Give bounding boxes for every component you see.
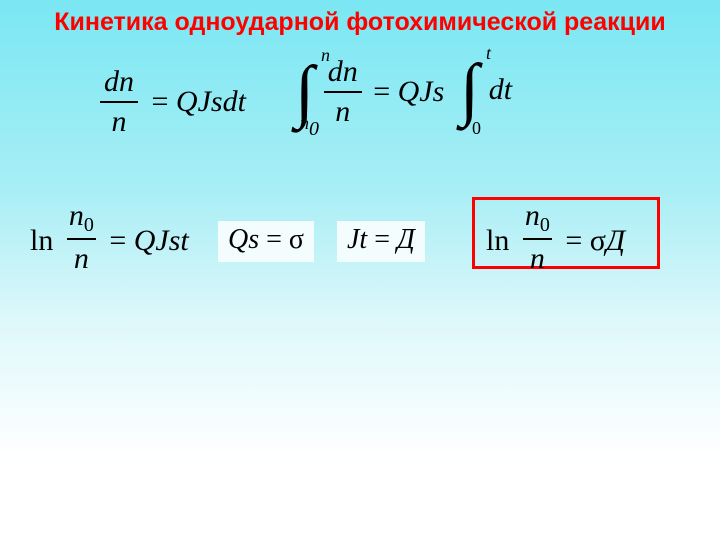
equals-sign: = (152, 85, 169, 118)
eq-final-result: ln n0 n = σД (486, 205, 625, 276)
rhs-QJs: QJs (398, 75, 445, 108)
fraction-numerator: dn (100, 65, 138, 99)
sigma-symbol: σ (590, 224, 606, 257)
qs-text: Qs (228, 224, 259, 255)
int-lower-0: 0 (472, 118, 481, 138)
fraction-dn-over-n: dn n (100, 65, 138, 139)
ln-symbol: ln (486, 224, 509, 258)
integral-upper-limit: n (321, 45, 330, 66)
fraction-bar (324, 91, 362, 93)
rhs-QJst: QJst (134, 224, 189, 257)
ln-symbol: ln (30, 224, 53, 258)
num-sub0: 0 (84, 214, 94, 236)
num-sub0: 0 (540, 214, 550, 236)
int-lower-sub0: 0 (309, 118, 319, 140)
sigma-symbol: σ (289, 224, 304, 255)
fraction-denominator: n (100, 105, 138, 139)
eq-log-rhs: = QJst (109, 224, 188, 258)
num-n: n (525, 199, 540, 232)
slide-title: Кинетика одноударной фотохимической реак… (0, 8, 720, 37)
rhs-QJsdt: QJsdt (176, 85, 246, 118)
equals-sign: = (565, 224, 582, 257)
eq-log-solution: ln n0 n = QJst (30, 205, 189, 276)
slide: Кинетика одноударной фотохимической реак… (0, 0, 720, 540)
integral-wrapper-rhs: ∫ t 0 (460, 55, 479, 125)
eq-integral-lhs: ∫ n n0 dn n = QJs (295, 55, 444, 129)
equals-sign: = (367, 224, 397, 255)
equals-sign: = (109, 224, 126, 257)
eq-differential-rhs: = QJsdt (152, 85, 246, 119)
equals-sign: = (259, 224, 289, 255)
integral-wrapper-lhs: ∫ n n0 (295, 57, 314, 127)
fraction-denominator: n (324, 95, 362, 129)
cyrillic-d: Д (397, 224, 415, 255)
fraction-bar (67, 238, 96, 240)
fraction-denominator: n (67, 242, 96, 276)
box-jt-equals-d: Jt = Д (337, 221, 425, 262)
box-qs-equals-sigma: Qs = σ (218, 221, 314, 262)
eq-integral-middle: = QJs (373, 75, 444, 109)
fraction-denominator: n (523, 242, 552, 276)
eq-differential: dn n = QJsdt (100, 65, 246, 139)
equals-sign: = (373, 75, 390, 108)
integrand-dt: dt (489, 73, 512, 106)
fraction-numerator: n0 (523, 205, 552, 236)
fraction-n0-over-n: n0 n (523, 205, 552, 276)
int-lower-n: n (300, 113, 309, 133)
fraction-dn-over-n-2: dn n (324, 55, 362, 129)
fraction-bar (523, 238, 552, 240)
fraction-bar (100, 101, 138, 103)
jt-text: Jt (347, 224, 367, 255)
eq-integral-rhs: ∫ t 0 dt (460, 55, 512, 125)
fraction-n0-over-n: n0 n (67, 205, 96, 276)
integral-upper-limit: t (486, 43, 491, 64)
num-n: n (69, 199, 84, 232)
fraction-numerator: n0 (67, 205, 96, 236)
eq-final-rhs: = σД (565, 224, 625, 258)
integral-lower-limit: n0 (300, 113, 319, 141)
integral-symbol: ∫ (460, 55, 479, 125)
cyrillic-d: Д (606, 224, 625, 257)
integral-lower-limit: 0 (472, 118, 481, 139)
